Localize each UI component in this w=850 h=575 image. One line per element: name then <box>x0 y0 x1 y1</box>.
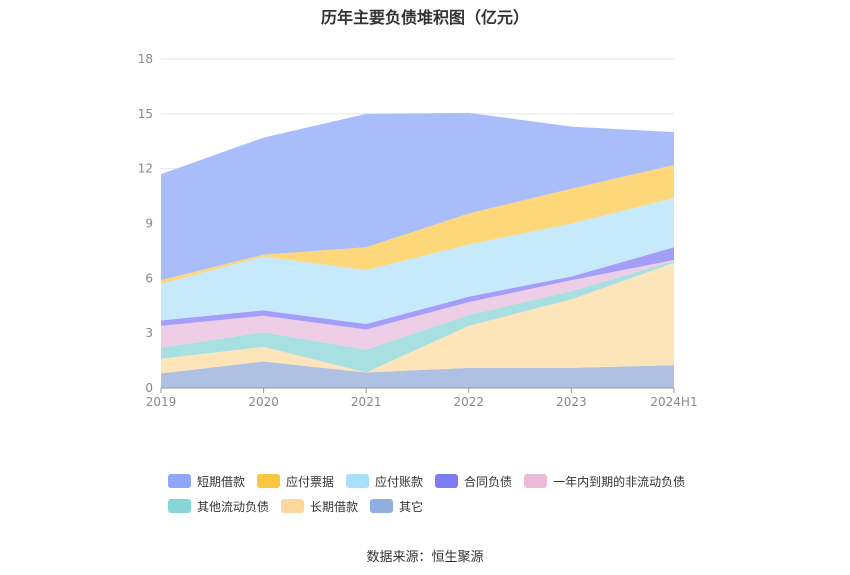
area-一年内到期的非流动负债 <box>161 260 674 350</box>
legend-label: 一年内到期的非流动负债 <box>553 474 686 489</box>
legend-swatch <box>346 474 370 488</box>
legend-item[interactable]: 短期借款 <box>168 472 245 490</box>
x-tick-label: 2024H1 <box>650 395 697 409</box>
area-其它 <box>161 361 674 388</box>
y-tick-label: 18 <box>138 52 153 66</box>
legend-swatch <box>168 499 191 513</box>
legend-label: 长期借款 <box>310 499 359 514</box>
legend-row: 短期借款 应付票据 应付账款 合同负债 一年内到期的非流动负债 <box>168 472 728 490</box>
x-tick-label: 2022 <box>454 395 485 409</box>
area-layer <box>161 112 674 388</box>
x-tick-label: 2019 <box>146 395 177 409</box>
chart-title: 历年主要负债堆积图（亿元） <box>320 8 529 27</box>
legend-row: 其他流动负债 长期借款 其它 <box>168 497 728 515</box>
legend-item[interactable]: 一年内到期的非流动负债 <box>524 472 685 490</box>
legend-label: 短期借款 <box>197 474 246 489</box>
area-短期借款 <box>161 112 674 281</box>
legend: 短期借款 应付票据 应付账款 合同负债 一年内到期的非流动负债 其他流动负债 长期借款 其它 <box>168 472 728 522</box>
legend-swatch <box>524 474 548 488</box>
source-note: 数据来源：恒生聚源 <box>366 550 484 565</box>
y-tick-label: 6 <box>145 271 153 285</box>
legend-label: 其它 <box>399 499 424 514</box>
area-应付票据 <box>161 165 674 284</box>
legend-item[interactable]: 应付票据 <box>257 472 334 490</box>
legend-label: 合同负债 <box>464 474 513 489</box>
legend-label: 其他流动负债 <box>197 499 270 514</box>
legend-item[interactable]: 其他流动负债 <box>168 497 269 515</box>
legend-swatch <box>168 474 191 488</box>
y-tick-label: 3 <box>145 326 153 340</box>
legend-swatch <box>257 474 281 488</box>
x-tick-label: 2023 <box>556 395 587 409</box>
x-tick-label: 2021 <box>351 395 382 409</box>
axis-layer: 0 3 6 9 12 15 18 2019 2020 2021 2022 2023 2024H1 <box>138 52 698 409</box>
legend-item[interactable]: 长期借款 <box>281 497 358 515</box>
legend-item[interactable]: 应付账款 <box>346 472 423 490</box>
area-长期借款 <box>161 262 674 374</box>
area-应付账款 <box>161 197 674 325</box>
y-tick-label: 0 <box>145 381 153 395</box>
legend-label: 应付账款 <box>375 474 424 489</box>
y-tick-label: 9 <box>145 217 153 231</box>
y-tick-label: 15 <box>138 107 153 121</box>
area-合同负债 <box>161 247 674 330</box>
legend-swatch <box>370 499 394 513</box>
x-tick-label: 2020 <box>248 395 279 409</box>
legend-label: 应付票据 <box>286 474 335 489</box>
legend-item[interactable]: 合同负债 <box>435 472 512 490</box>
legend-item[interactable]: 其它 <box>370 497 423 515</box>
legend-swatch <box>435 474 459 488</box>
legend-swatch <box>281 499 305 513</box>
area-其他流动负债 <box>161 260 674 373</box>
y-tick-label: 12 <box>138 162 153 176</box>
